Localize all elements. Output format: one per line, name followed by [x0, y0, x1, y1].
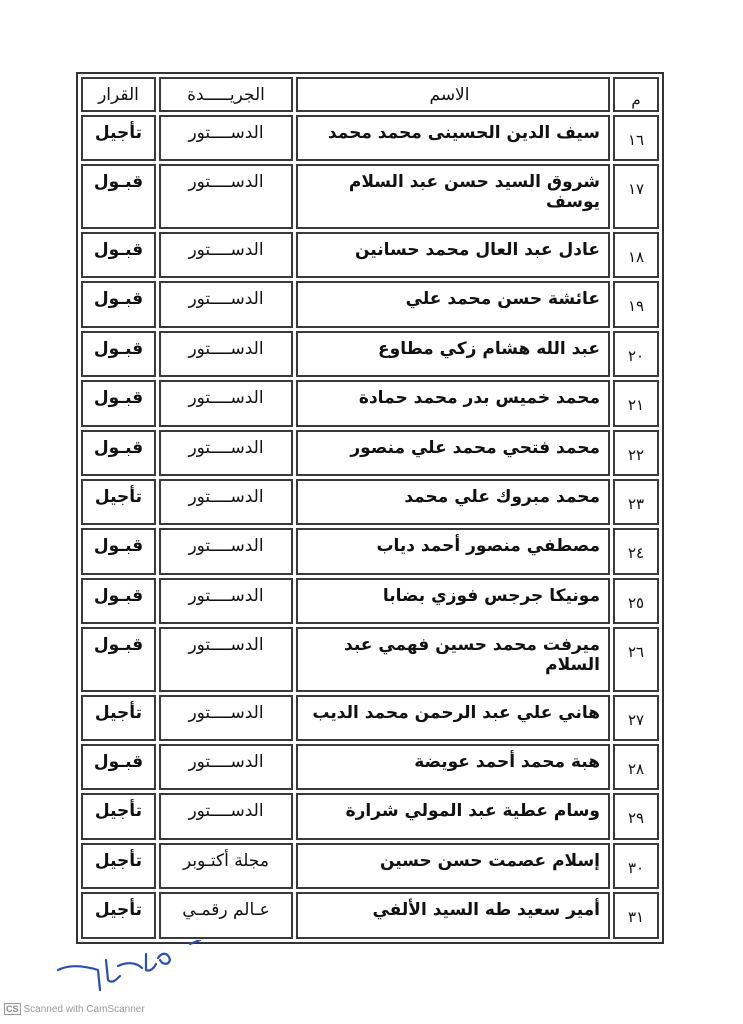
row-number: ٢٧ — [613, 694, 659, 741]
header-decision: القرار — [81, 77, 156, 112]
table-row: ١٧ شروق السيد حسن عبد السلام يوسف الدســــ… — [81, 164, 659, 229]
row-name: إسلام عصمت حسن حسين — [296, 842, 610, 890]
row-decision: قبـول — [81, 330, 156, 378]
row-name: شروق السيد حسن عبد السلام يوسف — [296, 164, 610, 229]
row-number: ٢٦ — [613, 627, 659, 692]
row-number: ١٨ — [613, 231, 659, 279]
row-newspaper: مجلة أكتـوبر — [159, 842, 293, 890]
camscanner-logo: CS — [4, 1003, 21, 1015]
row-newspaper: الدســــتور — [159, 330, 293, 378]
header-newspaper: الجريـــــدة — [159, 77, 293, 112]
row-name: وسام عطية عبد المولي شرارة — [296, 793, 610, 840]
table-row: ٢٢ محمد فتحي محمد علي منصور الدســــتور قبـ… — [81, 429, 659, 476]
row-number: ٢٨ — [613, 744, 659, 791]
row-name: هاني علي عبد الرحمن محمد الديب — [296, 694, 610, 741]
row-newspaper: الدســــتور — [159, 694, 293, 741]
row-name: أمير سعيد طه السيد الألفي — [296, 892, 610, 939]
row-newspaper: الدســــتور — [159, 380, 293, 427]
row-decision: قبـول — [81, 429, 156, 476]
row-decision: قبـول — [81, 744, 156, 791]
row-newspaper: عـالم رقمـي — [159, 892, 293, 939]
camscanner-watermark: CS Scanned with CamScanner — [4, 1003, 145, 1015]
row-decision: تأجيل — [81, 842, 156, 890]
row-newspaper: الدســــتور — [159, 231, 293, 279]
watermark-text: Scanned with CamScanner — [23, 1003, 145, 1015]
table-row: ٢١ محمد خميس بدر محمد حمادة الدســــتور قبـ… — [81, 380, 659, 427]
row-decision: قبـول — [81, 380, 156, 427]
row-newspaper: الدســــتور — [159, 429, 293, 476]
results-table-frame: م الاسم الجريـــــدة القرار ١٦ سيف الدين … — [76, 72, 664, 944]
row-decision: تأجيل — [81, 478, 156, 526]
row-decision: تأجيل — [81, 892, 156, 939]
row-name: محمد فتحي محمد علي منصور — [296, 429, 610, 476]
row-number: ٢٢ — [613, 429, 659, 476]
row-newspaper: الدســــتور — [159, 793, 293, 840]
row-name: هبة محمد أحمد عويضة — [296, 744, 610, 791]
row-decision: تأجيل — [81, 115, 156, 162]
row-newspaper: الدســــتور — [159, 478, 293, 526]
row-number: ١٧ — [613, 164, 659, 229]
table-row: ٢٥ مونيكا جرجس فوزي بضابا الدســــتور قبـول — [81, 577, 659, 625]
row-name: عائشة حسن محمد علي — [296, 281, 610, 328]
table-row: ٣١ أمير سعيد طه السيد الألفي عـالم رقمـي تأ… — [81, 892, 659, 939]
row-number: ٢٩ — [613, 793, 659, 840]
table-header-row: م الاسم الجريـــــدة القرار — [81, 77, 659, 112]
table-row: ١٦ سيف الدين الحسينى محمد محمد الدســــتور… — [81, 115, 659, 162]
row-newspaper: الدســــتور — [159, 115, 293, 162]
table-row: ٢٨ هبة محمد أحمد عويضة الدســــتور قبـول — [81, 744, 659, 791]
row-number: ١٦ — [613, 115, 659, 162]
row-number: ٣٠ — [613, 842, 659, 890]
header-number: م — [613, 77, 659, 112]
row-decision: قبـول — [81, 164, 156, 229]
results-table: م الاسم الجريـــــدة القرار ١٦ سيف الدين … — [78, 74, 662, 942]
row-newspaper: الدســــتور — [159, 577, 293, 625]
row-name: ميرفت محمد حسين فهمي عبد السلام — [296, 627, 610, 692]
row-newspaper: الدســــتور — [159, 164, 293, 229]
header-name: الاسم — [296, 77, 610, 112]
handwritten-signature — [56, 940, 202, 992]
table-row: ٢٠ عبد الله هشام زكي مطاوع الدســــتور قبـو… — [81, 330, 659, 378]
table-row: ٢٣ محمد مبروك علي محمد الدســــتور تأجيل — [81, 478, 659, 526]
row-newspaper: الدســــتور — [159, 528, 293, 575]
table-row: ١٨ عادل عبد العال محمد حسانين الدســــتور ق… — [81, 231, 659, 279]
table-row: ١٩ عائشة حسن محمد علي الدســــتور قبـول — [81, 281, 659, 328]
row-decision: قبـول — [81, 231, 156, 279]
row-decision: قبـول — [81, 627, 156, 692]
row-name: محمد مبروك علي محمد — [296, 478, 610, 526]
row-decision: قبـول — [81, 528, 156, 575]
row-number: ٢٥ — [613, 577, 659, 625]
row-number: ١٩ — [613, 281, 659, 328]
row-number: ٢٤ — [613, 528, 659, 575]
table-row: ٢٤ مصطفي منصور أحمد دياب الدســــتور قبـول — [81, 528, 659, 575]
table-row: ٢٩ وسام عطية عبد المولي شرارة الدســــتور ت… — [81, 793, 659, 840]
row-name: مونيكا جرجس فوزي بضابا — [296, 577, 610, 625]
row-number: ٢١ — [613, 380, 659, 427]
table-row: ٢٦ ميرفت محمد حسين فهمي عبد السلام الدســـ… — [81, 627, 659, 692]
row-newspaper: الدســــتور — [159, 744, 293, 791]
row-decision: قبـول — [81, 281, 156, 328]
row-name: محمد خميس بدر محمد حمادة — [296, 380, 610, 427]
row-number: ٣١ — [613, 892, 659, 939]
row-decision: قبـول — [81, 577, 156, 625]
row-name: عادل عبد العال محمد حسانين — [296, 231, 610, 279]
row-newspaper: الدســــتور — [159, 281, 293, 328]
row-name: مصطفي منصور أحمد دياب — [296, 528, 610, 575]
row-newspaper: الدســــتور — [159, 627, 293, 692]
row-name: عبد الله هشام زكي مطاوع — [296, 330, 610, 378]
row-name: سيف الدين الحسينى محمد محمد — [296, 115, 610, 162]
row-decision: تأجيل — [81, 793, 156, 840]
row-number: ٢٠ — [613, 330, 659, 378]
row-decision: تأجيل — [81, 694, 156, 741]
table-row: ٣٠ إسلام عصمت حسن حسين مجلة أكتـوبر تأجيل — [81, 842, 659, 890]
table-row: ٢٧ هاني علي عبد الرحمن محمد الديب الدســــ… — [81, 694, 659, 741]
row-number: ٢٣ — [613, 478, 659, 526]
